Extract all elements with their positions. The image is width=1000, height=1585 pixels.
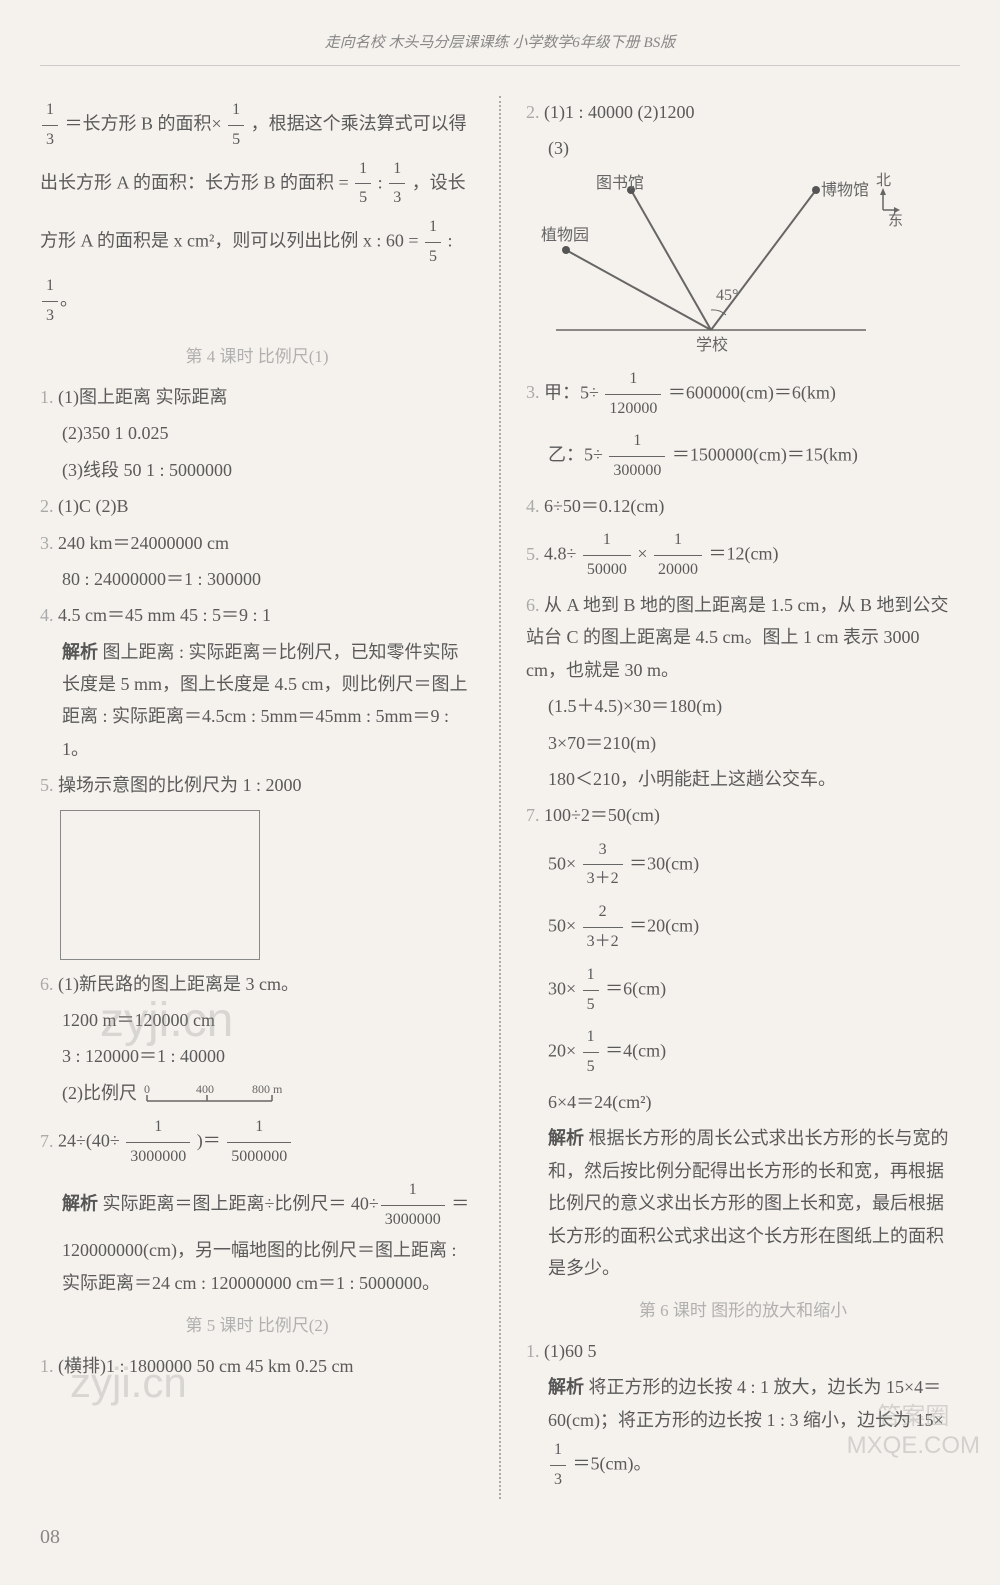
q5: 操场示意图的比例尺为 1 : 2000	[58, 775, 302, 795]
svg-text:0: 0	[144, 1083, 150, 1096]
r-q6-4: 180＜210，小明能赶上这趟公交车。	[548, 769, 836, 789]
s6-label: 解析	[548, 1377, 584, 1397]
svg-text:45°: 45°	[716, 287, 738, 304]
svg-text:图书馆: 图书馆	[596, 174, 644, 192]
q4-1: 4.5 cm＝45 mm 45 : 5＝9 : 1	[58, 605, 271, 625]
page-number: 08	[40, 1519, 960, 1555]
section-6-title: 第 6 课时 图形的放大和缩小	[526, 1296, 960, 1327]
q1-2: (2)350 1 0.025	[62, 423, 169, 443]
left-column: 13 ＝长方形 B 的面积× 15 ，根据这个乘法算式可以得出长方形 A 的面积…	[40, 96, 474, 1499]
page-container: 13 ＝长方形 B 的面积× 15 ，根据这个乘法算式可以得出长方形 A 的面积…	[40, 96, 960, 1499]
q3-2: 80 : 24000000＝1 : 300000	[62, 569, 261, 589]
r-q2-3: (3)	[548, 138, 569, 158]
q2: (1)C (2)B	[58, 496, 129, 516]
svg-text:800 m: 800 m	[252, 1083, 282, 1096]
column-divider	[499, 96, 501, 1499]
r-q6-2: (1.5＋4.5)×30＝180(m)	[548, 696, 722, 716]
r-q7-1: 100÷2＝50(cm)	[544, 805, 660, 825]
q7-t1: 实际距离＝图上距离÷比例尺＝	[103, 1193, 347, 1213]
r-q7-label: 解析	[548, 1128, 584, 1148]
right-column: 2.(1)1 : 40000 (2)1200 (3) 图书馆 博物馆 植物园 学…	[526, 96, 960, 1499]
page-header: 走向名校 木头马分层课课练 小学数学6年级下册 BS版	[40, 30, 960, 66]
watermark-corner: 答案圈 MXQE.COM	[847, 1403, 980, 1461]
svg-text:北: 北	[876, 172, 891, 189]
svg-text:博物馆: 博物馆	[821, 181, 869, 199]
r-q6-3: 3×70＝210(m)	[548, 733, 656, 753]
q6-3: 3 : 120000＝1 : 40000	[62, 1046, 225, 1066]
scale-ruler-icon: 0 400 800 m	[142, 1083, 282, 1107]
r-q7-text: 根据长方形的周长公式求出长方形的长与宽的和，然后按比例分配得出长方形的长和宽，再…	[548, 1128, 949, 1278]
q6-4: (2)比例尺	[62, 1083, 137, 1103]
svg-text:学校: 学校	[696, 336, 728, 354]
direction-diagram: 图书馆 博物馆 植物园 学校 45° 北 东	[526, 170, 906, 360]
svg-text:400: 400	[196, 1083, 214, 1096]
s5-q1: (横排)1 : 1800000 50 cm 45 km 0.25 cm	[58, 1356, 353, 1376]
q3-1: 240 km＝24000000 cm	[58, 533, 229, 553]
q6-1: (1)新民路的图上距离是 3 cm。	[58, 974, 299, 994]
section-4-title: 第 4 课时 比例尺(1)	[40, 342, 474, 373]
q1-1: (1)图上距离 实际距离	[58, 387, 228, 407]
q6-2: 1200 m＝120000 cm	[62, 1010, 215, 1030]
q1-3: (3)线段 50 1 : 5000000	[62, 460, 232, 480]
r-q7-6: 6×4＝24(cm²)	[548, 1092, 652, 1112]
q4-label: 解析	[62, 642, 98, 662]
r-q4: 6÷50＝0.12(cm)	[544, 496, 664, 516]
r-q2-1: (1)1 : 40000 (2)1200	[544, 102, 694, 122]
q4-2: 图上距离 : 实际距离＝比例尺，已知零件实际长度是 5 mm，图上长度是 4.5…	[62, 642, 468, 759]
s6-q1: (1)60 5	[544, 1341, 597, 1361]
intro-text: 13 ＝长方形 B 的面积× 15 ，根据这个乘法算式可以得出长方形 A 的面积…	[40, 96, 474, 330]
svg-text:植物园: 植物园	[541, 226, 589, 244]
playground-rectangle	[60, 810, 260, 960]
section-5-title: 第 5 课时 比例尺(2)	[40, 1311, 474, 1342]
svg-text:东: 东	[888, 212, 903, 229]
r-q6-1: 从 A 地到 B 地的图上距离是 1.5 cm，从 B 地到公交站台 C 的图上…	[526, 595, 949, 680]
q7-label: 解析	[62, 1193, 98, 1213]
